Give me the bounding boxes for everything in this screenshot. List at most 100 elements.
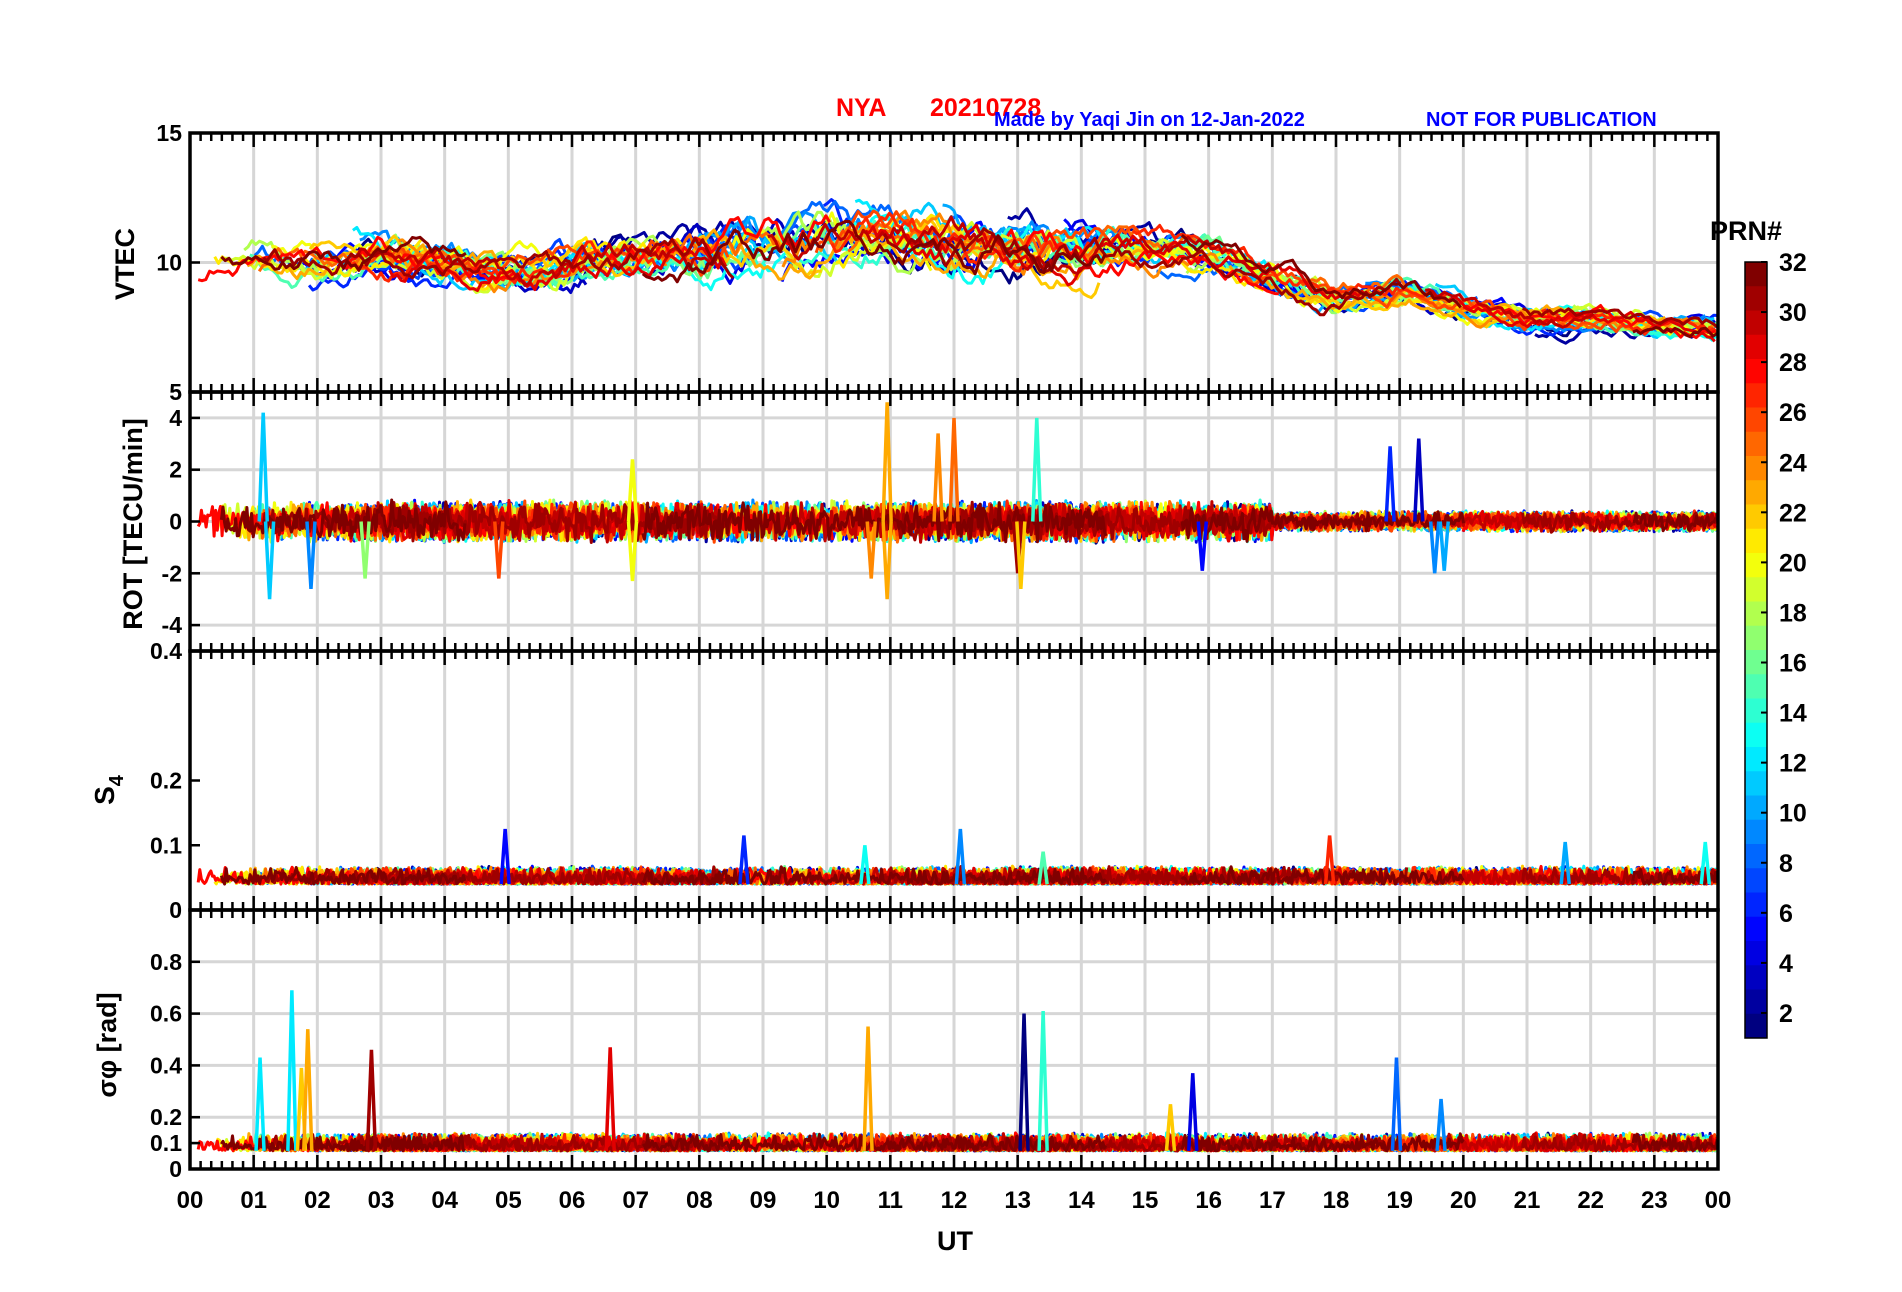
series-line-prn-30	[1425, 288, 1595, 329]
x-tick-label: 01	[240, 1187, 267, 1214]
x-tick-label: 20	[1450, 1187, 1477, 1214]
series-line-prn-32	[1631, 868, 1718, 886]
series-line-prn-32	[219, 866, 467, 886]
y-tick-label: 0	[169, 897, 182, 923]
publication-notice: NOT FOR PUBLICATION	[1426, 109, 1657, 131]
colorbar-tick-label: 14	[1779, 700, 1807, 728]
x-tick-label: 04	[431, 1187, 458, 1214]
colorbar-tick-label: 26	[1779, 399, 1807, 427]
x-tick-label: 09	[750, 1187, 777, 1214]
y-tick-label: 0.2	[150, 768, 182, 794]
spike-prn-13	[859, 845, 871, 885]
y-tick-label: 15	[156, 120, 182, 146]
spike-prn-10	[1559, 841, 1571, 885]
x-tick-label: 13	[1004, 1187, 1031, 1214]
colorbar-tick-label: 16	[1779, 650, 1807, 678]
spike-prn-10	[1438, 521, 1450, 571]
y-tick-label: 0.6	[150, 1001, 182, 1027]
x-tick-label: 14	[1068, 1187, 1095, 1214]
spike-prn-9	[1428, 521, 1441, 574]
colorbar-swatch-10	[1745, 795, 1767, 821]
spike-prn-23	[302, 1029, 314, 1151]
series-line-prn-31	[1522, 307, 1718, 329]
panel-sigma_phi: 00.10.2 0.4 0.6 0.8	[150, 908, 1720, 1182]
spike-prn-9	[1435, 1098, 1447, 1152]
colorbar-swatch-29	[1745, 334, 1767, 360]
spike-prn-14	[1037, 1010, 1049, 1151]
x-tick-label: 00	[1705, 1187, 1732, 1214]
x-tick-label: 07	[622, 1187, 649, 1214]
colorbar-tick-label: 2	[1779, 1000, 1793, 1028]
colorbar-swatch-8	[1745, 844, 1767, 869]
spike-prn-15	[1037, 851, 1049, 885]
spike-prn-6	[738, 835, 750, 885]
colorbar-tick-label: 6	[1779, 900, 1793, 928]
x-tick-label: 05	[495, 1187, 522, 1214]
spike-prn-31	[365, 1049, 378, 1151]
y-label-rot: ROT [TECU/min]	[118, 418, 148, 629]
colorbar-title: PRN#	[1710, 216, 1782, 246]
spike-prn-25	[948, 417, 960, 522]
spike-prn-14	[1031, 417, 1043, 522]
series-line-prn-32	[641, 865, 1108, 886]
colorbar-swatch-23	[1745, 480, 1767, 505]
x-tick-label: 11	[878, 1187, 903, 1214]
series-line-prn-30	[349, 242, 722, 287]
x-tick-label: 22	[1577, 1187, 1604, 1214]
y-tick-label: 0.4	[150, 1052, 182, 1078]
series-line-prn-32	[1180, 1132, 1465, 1153]
x-tick-labels: 00 01 02 03 04 05 06 07 08 09 10 11 12 13 14 15 16 17 18 19…	[177, 1187, 1732, 1214]
y-tick-label: 0.1	[150, 1130, 182, 1156]
colorbar-swatch-21	[1745, 528, 1767, 554]
y-tick-label: 0	[169, 509, 182, 535]
x-tick-label: 03	[368, 1187, 395, 1214]
spike-prn-11	[257, 412, 269, 522]
colorbar-tick-label: 8	[1779, 850, 1793, 878]
colorbar-tick-label: 22	[1779, 499, 1807, 527]
series-sigma_phi	[196, 990, 1718, 1153]
colorbar-swatch-31	[1745, 286, 1767, 311]
spike-prn-17	[359, 521, 371, 579]
series-line-prn-32	[219, 498, 467, 542]
colorbar-swatch-30	[1745, 310, 1767, 336]
series-line-prn-31	[262, 865, 738, 886]
colorbar-swatch-3	[1745, 965, 1767, 990]
x-tick-label: 15	[1132, 1187, 1159, 1214]
spike-prn-26	[493, 521, 505, 579]
series-rot	[196, 402, 1718, 600]
colorbar-swatch-15	[1745, 674, 1767, 699]
spike-prn-29	[604, 1047, 616, 1151]
y-tick-label: 4	[169, 405, 182, 431]
y-tick-label: -2	[162, 560, 182, 586]
y-tick-label: 10	[156, 250, 182, 276]
series-line-prn-30	[767, 215, 1274, 275]
x-tick-label: 10	[813, 1187, 840, 1214]
y-tick-label: -4	[162, 612, 183, 638]
colorbar-tick-label: 24	[1779, 449, 1807, 477]
spike-prn-1	[1018, 1013, 1030, 1151]
x-tick-label: 02	[304, 1187, 331, 1214]
series-line-prn-32	[1632, 511, 1718, 533]
spike-prn-22	[1015, 521, 1027, 589]
colorbar-swatch-1	[1745, 1013, 1767, 1039]
spike-prn-22	[1164, 1104, 1177, 1152]
x-axis-label: UT	[937, 1226, 973, 1256]
colorbar-swatch-7	[1745, 868, 1767, 893]
colorbar-tick-label: 28	[1779, 349, 1807, 377]
y-tick-label: 5	[169, 379, 182, 405]
series-line-prn-32	[1631, 1133, 1718, 1153]
spike-prn-20	[626, 521, 639, 582]
colorbar-swatch-14	[1745, 698, 1767, 724]
x-tick-label: 00	[177, 1187, 204, 1214]
spike-prn-8	[1390, 1057, 1403, 1151]
y-tick-label: 0.4	[150, 638, 182, 664]
series-line-prn-32	[1180, 234, 1462, 309]
colorbar-swatch-11	[1745, 771, 1767, 796]
colorbar-swatch-4	[1745, 941, 1767, 966]
spike-prn-9	[954, 828, 967, 885]
x-tick-label: 16	[1195, 1187, 1222, 1214]
colorbar-swatch-24	[1745, 456, 1767, 481]
colorbar-swatch-22	[1745, 504, 1767, 530]
